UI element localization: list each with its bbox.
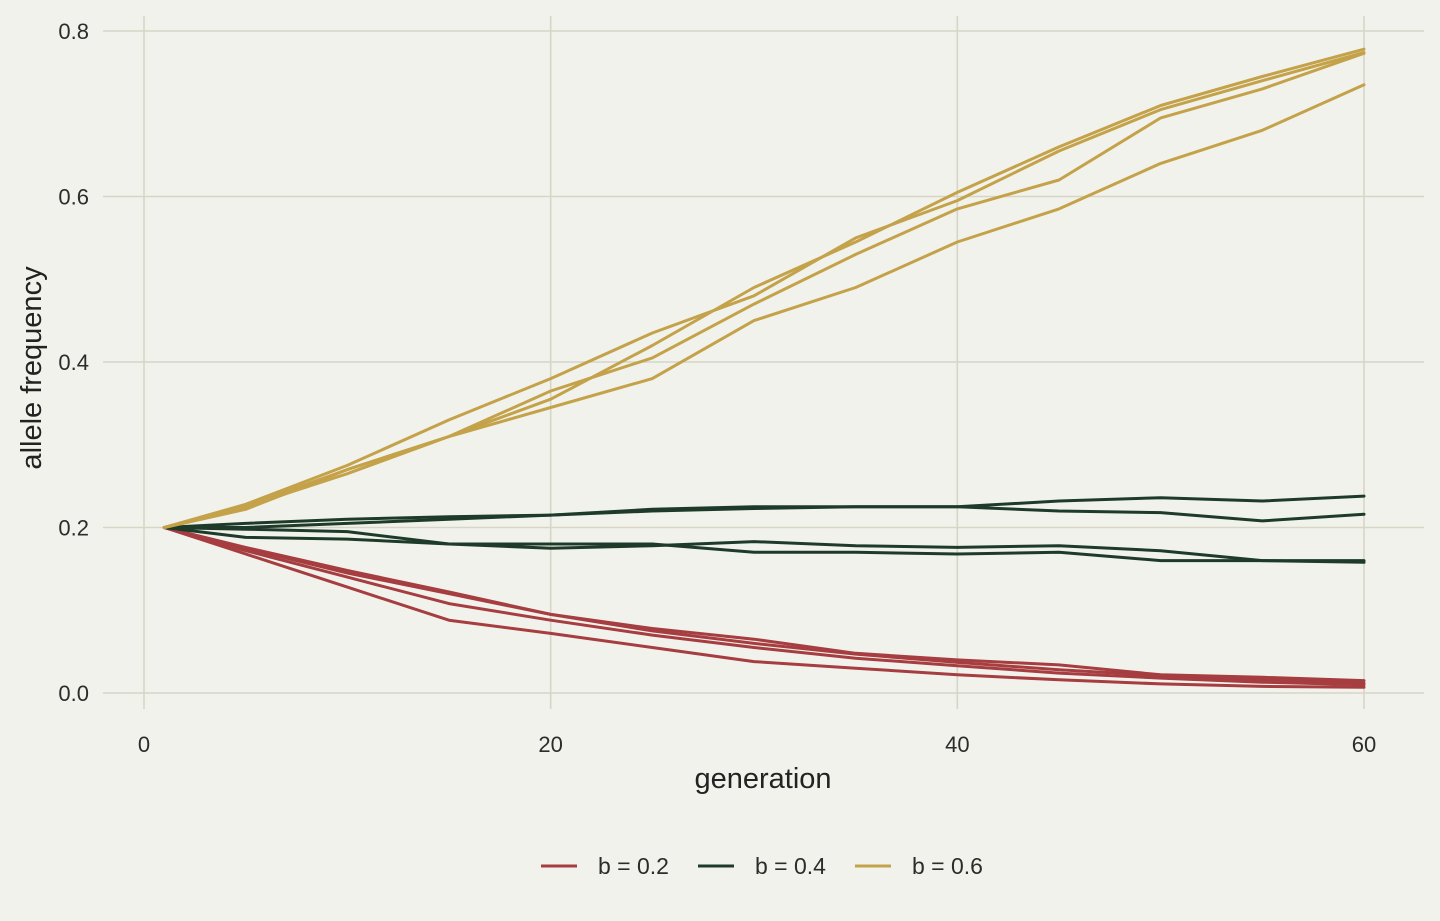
series-line-group3-run2 xyxy=(162,51,1366,529)
y-tick-label: 0.0 xyxy=(58,681,89,706)
x-axis-title: generation xyxy=(694,763,831,795)
series-line-group1-run3 xyxy=(162,526,1366,687)
grid xyxy=(103,16,1424,709)
x-tick-label: 60 xyxy=(1352,732,1376,757)
y-tick-label: 0.6 xyxy=(58,185,89,210)
series-line-group2-run1 xyxy=(162,494,1366,529)
series-line-group2-run3 xyxy=(162,526,1366,564)
y-axis-title: allele frequency xyxy=(16,266,48,470)
series-line-group1-run4 xyxy=(162,526,1366,683)
x-tick-label: 0 xyxy=(138,732,150,757)
x-tick-label: 20 xyxy=(538,732,562,757)
series-line-group1-run2 xyxy=(162,526,1366,689)
series-line-group3-run1 xyxy=(162,47,1366,529)
y-tick-label: 0.4 xyxy=(58,350,89,375)
y-tick-label: 0.8 xyxy=(58,19,89,44)
tick-labels: 0 20 40 60 0.0 0.2 0.4 0.6 0.8 xyxy=(58,19,1376,757)
legend-label-2: b = 0.4 xyxy=(755,853,826,879)
y-tick-label: 0.2 xyxy=(58,516,89,541)
legend: b = 0.2 b = 0.4 b = 0.6 xyxy=(541,853,983,879)
series-line-group3-run4 xyxy=(162,83,1366,529)
series-line-group2-run4 xyxy=(162,526,1366,563)
legend-label-3: b = 0.6 xyxy=(912,853,983,879)
legend-label-1: b = 0.2 xyxy=(598,853,669,879)
series-line-group2-run2 xyxy=(162,505,1366,529)
x-tick-label: 40 xyxy=(945,732,969,757)
series-lines xyxy=(162,47,1366,689)
